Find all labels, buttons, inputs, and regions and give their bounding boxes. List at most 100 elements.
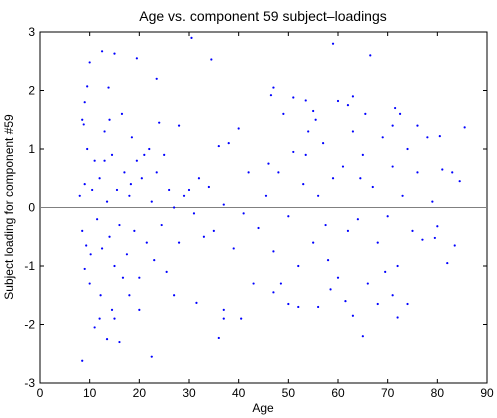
point [446,261,449,265]
x-tick-label: 30 [182,386,196,400]
point [81,359,84,362]
point [331,177,335,180]
point [103,159,106,162]
point [384,270,387,273]
point [128,294,131,297]
point [108,118,111,121]
y-tick-label: -3 [24,376,35,390]
x-tick-label: 50 [282,386,296,400]
point [346,229,350,232]
point [366,282,369,285]
point [129,183,132,186]
point [78,194,81,197]
y-tick-label: 1 [28,142,35,156]
point [81,229,84,232]
point [351,95,354,98]
point [396,316,399,319]
point [329,288,332,291]
y-axis-label: Subject loading for component #59 [2,114,16,300]
point [292,150,295,154]
point [297,305,300,309]
point [436,225,439,228]
point [96,218,99,221]
point [115,188,119,192]
point [100,247,104,250]
point [81,118,84,121]
point [165,270,168,273]
point [272,291,275,294]
x-tick-label: 10 [83,386,97,400]
point [391,294,394,297]
point [190,36,193,39]
point [396,264,399,268]
point [210,58,213,61]
point [121,276,125,279]
point [173,206,176,209]
point [344,300,347,303]
point [140,177,143,180]
point [421,238,424,241]
point [83,183,86,186]
point [148,147,151,151]
point [133,229,136,232]
point [150,200,153,203]
y-tick-label: 3 [28,25,35,39]
point [86,85,89,88]
point [105,200,109,203]
point [118,340,121,344]
point [222,317,225,320]
point [279,282,282,285]
point [272,250,275,253]
point [187,188,191,192]
x-tick-label: 0 [37,386,44,400]
point [453,244,456,247]
x-tick-label: 20 [133,386,147,400]
point [150,355,153,358]
point [359,177,362,180]
point [195,301,198,304]
point [398,112,402,115]
point [88,282,91,285]
point [326,259,330,262]
point [155,171,158,174]
point [155,77,158,80]
point [317,305,320,309]
point [88,61,91,64]
point [307,130,310,133]
point [282,112,285,115]
point [416,124,419,127]
x-tick-label: 60 [331,386,345,400]
point [361,153,364,156]
point [312,241,315,244]
point [160,223,163,227]
point [93,159,96,162]
point [376,302,379,306]
point [264,194,268,197]
point [252,282,255,285]
point [433,236,436,240]
point [98,177,101,180]
point [212,229,215,232]
point [406,302,409,306]
point [336,276,340,279]
x-axis-label: Age [252,401,274,415]
point [202,235,205,238]
point [406,147,409,151]
point [322,142,325,145]
point [110,153,114,156]
point [173,294,176,297]
point [82,123,85,126]
point [240,317,243,320]
point [341,165,345,168]
point [416,171,419,174]
point [356,218,359,221]
point [197,177,201,180]
point [302,183,305,186]
point [369,54,372,57]
point [100,50,104,53]
point [168,188,171,192]
point [192,212,196,215]
point [331,42,335,45]
point [297,264,300,268]
